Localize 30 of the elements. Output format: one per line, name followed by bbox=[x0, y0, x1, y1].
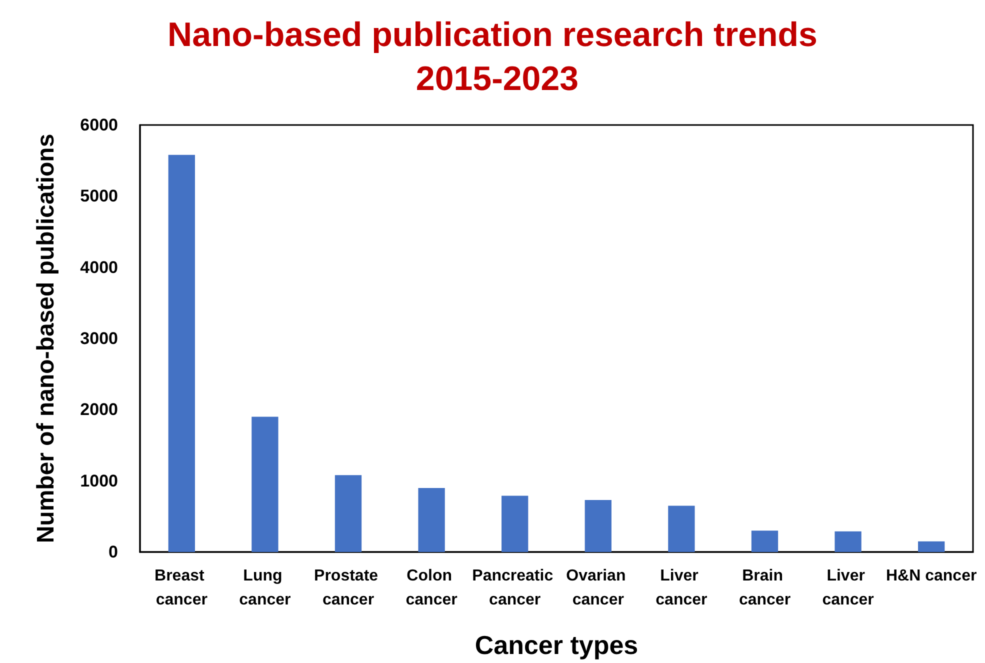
bar bbox=[751, 530, 778, 552]
x-tick-label: Prostate cancer bbox=[314, 568, 382, 608]
chart-title: Nano-based publication research trends 2015-2023 bbox=[168, 16, 818, 98]
bar bbox=[668, 506, 695, 552]
x-tick-label: Ovarian cancer bbox=[566, 568, 630, 608]
x-tick-label: Liver cancer bbox=[656, 568, 708, 608]
bar bbox=[584, 500, 612, 552]
x-tick-label: Breast cancer bbox=[154, 568, 209, 608]
y-tick-label: 0 bbox=[108, 542, 118, 562]
y-axis-title: Number of nano-based publications bbox=[32, 134, 60, 544]
x-tick-label: Liver cancer bbox=[822, 568, 874, 608]
y-tick-label: 2000 bbox=[80, 400, 118, 420]
x-tick-label: Lung cancer bbox=[239, 568, 291, 608]
x-axis-title: Cancer types bbox=[474, 630, 638, 660]
bar bbox=[168, 154, 195, 552]
bar bbox=[418, 488, 445, 552]
y-tick-label: 6000 bbox=[80, 116, 118, 134]
y-tick-label: 1000 bbox=[80, 471, 118, 490]
bar bbox=[918, 541, 945, 552]
y-tick-label: 3000 bbox=[80, 329, 118, 348]
bar bbox=[252, 416, 278, 552]
y-tick-label: 5000 bbox=[80, 186, 118, 206]
bar bbox=[502, 496, 528, 552]
y-tick-label: 4000 bbox=[80, 258, 118, 277]
bar bbox=[334, 475, 362, 552]
x-tick-label: Brain cancer bbox=[738, 568, 791, 608]
bar bbox=[834, 531, 862, 552]
x-tick-label: Colon cancer bbox=[406, 568, 458, 608]
x-tick-label: Pancreatic cancer bbox=[472, 568, 558, 608]
x-tick-label: H&N cancer bbox=[886, 568, 977, 584]
